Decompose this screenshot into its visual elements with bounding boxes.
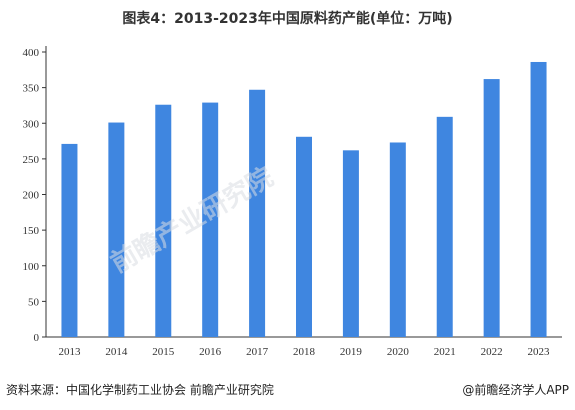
bar-2020 [389,142,406,337]
source-note: 资料来源：中国化学制药工业协会 前瞻产业研究院 [6,383,274,397]
bar-2023 [530,61,547,337]
x-tick-label: 2013 [58,346,81,358]
credit-note: @前瞻经济学人APP [462,383,569,397]
x-tick-label: 2014 [105,346,128,358]
x-tick-label: 2018 [293,346,316,358]
bar-2013 [61,143,78,337]
y-tick-label: 200 [23,190,40,202]
bar-2014 [108,122,125,337]
bar-2015 [155,104,172,337]
bar-2021 [436,116,453,338]
bar-2016 [202,102,219,338]
y-axis: 0 50 100 150 200 250 300 350 400 [23,46,47,344]
x-tick-label: 2023 [528,346,551,358]
x-tick-label: 2021 [434,346,456,358]
y-tick-label: 50 [28,296,40,308]
x-tick-label: 2020 [387,346,410,358]
x-tick-label: 2017 [246,346,269,358]
x-axis: 2013 2014 2015 2016 2017 2018 2019 2020 2021 2022… [46,336,562,358]
y-tick-label: 250 [23,154,40,166]
bar-2022 [483,79,500,337]
bar-2017 [249,89,266,337]
y-tick-label: 150 [23,225,40,237]
y-tick-label: 350 [23,83,40,95]
y-tick-label: 100 [23,261,40,273]
x-tick-label: 2019 [340,346,363,358]
chart-title: 图表4：2013-2023年中国原料药产能(单位：万吨) [122,11,453,27]
y-tick-label: 0 [34,332,40,344]
bars [61,61,547,338]
x-tick-label: 2016 [199,346,222,358]
y-tick-label: 400 [23,47,40,59]
bar-2019 [342,150,359,337]
bar-2018 [296,136,312,337]
x-tick-label: 2022 [481,346,503,358]
x-tick-label: 2015 [152,346,175,358]
y-tick-label: 300 [23,118,40,130]
